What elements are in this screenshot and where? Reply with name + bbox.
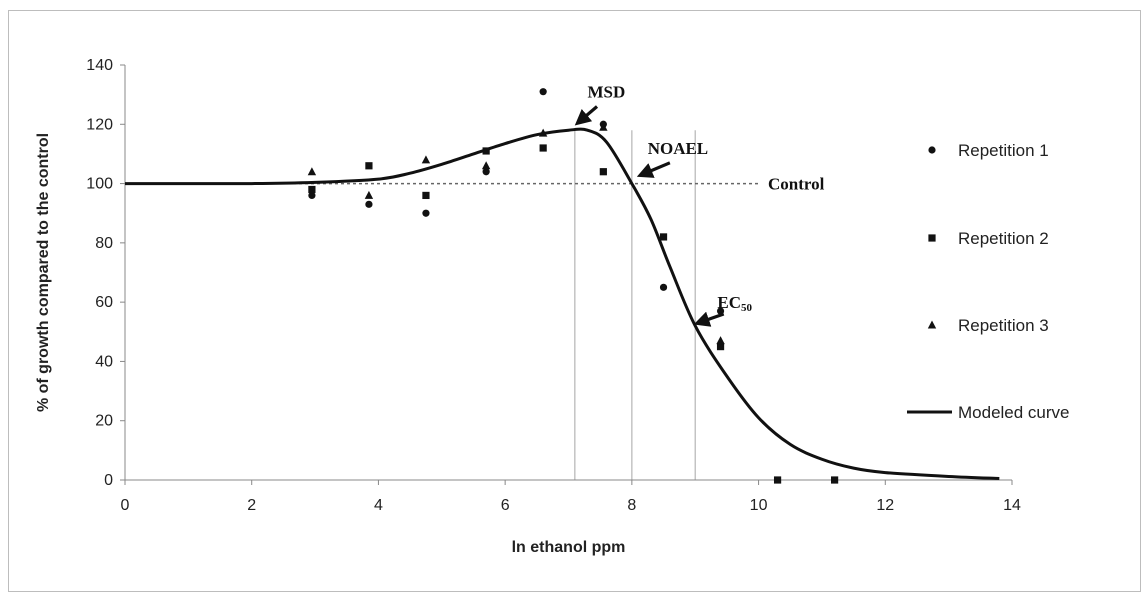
x-tick-label: 8 [627,497,636,514]
repetition-3-point [481,161,491,170]
repetition-3-point [364,190,374,199]
repetition-1-point [365,200,373,208]
x-tick-label: 0 [121,497,130,514]
annotation-noael-arrow [636,161,671,178]
legend-marker-triangle [927,320,937,329]
annotation-ec50-arrow [693,311,725,327]
repetition-3-point [307,167,317,176]
annotation-ec50-label: EC50 [717,293,752,314]
repetition-3-point [538,128,548,137]
repetition-2-point [716,343,725,351]
legend-label: Modeled curve [958,403,1070,422]
repetition-2-point [539,144,547,152]
repetition-1-point [482,168,490,176]
repetition-2-point [659,233,668,241]
annotation-msd-arrow [574,105,599,126]
repetition-1-point [422,209,430,217]
y-tick-label: 140 [86,57,113,74]
y-tick-label: 60 [95,294,113,311]
repetition-1-point [539,88,547,96]
legend-label: Repetition 3 [958,316,1049,335]
legend-item-repetition-2: Repetition 2 [928,229,1049,248]
x-tick-label: 14 [1003,497,1021,514]
x-tick-label: 2 [247,497,256,514]
repetition-2-point [599,168,607,176]
y-axis-title: % of growth compared to the control [35,133,52,412]
repetition-1-point [659,283,668,291]
repetition-2-point [773,476,782,484]
modeled-curve-line [124,127,1000,481]
legend-marker-circle [928,146,936,154]
y-tick-label: 40 [95,353,113,370]
legend-label: Repetition 1 [958,141,1049,160]
y-tick-label: 80 [95,235,113,252]
control-label: Control [768,175,825,194]
legend-label: Repetition 2 [958,229,1049,248]
repetition-3-point [599,122,608,131]
annotation-msd-label: MSD [588,83,626,102]
y-tick-label: 0 [104,472,113,489]
repetition-1-point [308,191,316,200]
repetition-2-point [482,147,490,155]
repetition-3-point [421,155,431,164]
legend-item-modeled-curve: Modeled curve [907,403,1070,422]
repetition-2-point [422,191,430,200]
legend-item-repetition-1: Repetition 1 [928,141,1049,160]
x-tick-label: 6 [501,497,510,514]
x-tick-label: 12 [876,497,894,514]
x-tick-label: 4 [374,497,383,514]
legend-marker-square [928,234,936,242]
annotation-ec50-subscript: 50 [741,302,753,314]
repetition-2-point [365,162,373,170]
y-tick-label: 120 [86,116,113,133]
repetition-2-point [831,476,839,484]
chart-frame [8,10,1141,592]
annotation-noael-label: NOAEL [648,139,708,158]
y-tick-label: 20 [95,413,113,430]
y-tick-label: 100 [86,176,113,193]
repetition-3-point [716,336,725,345]
repetition-2-point [308,185,316,194]
x-axis-title: ln ethanol ppm [512,539,626,556]
x-tick-label: 10 [750,497,768,514]
legend-item-repetition-3: Repetition 3 [927,316,1049,335]
